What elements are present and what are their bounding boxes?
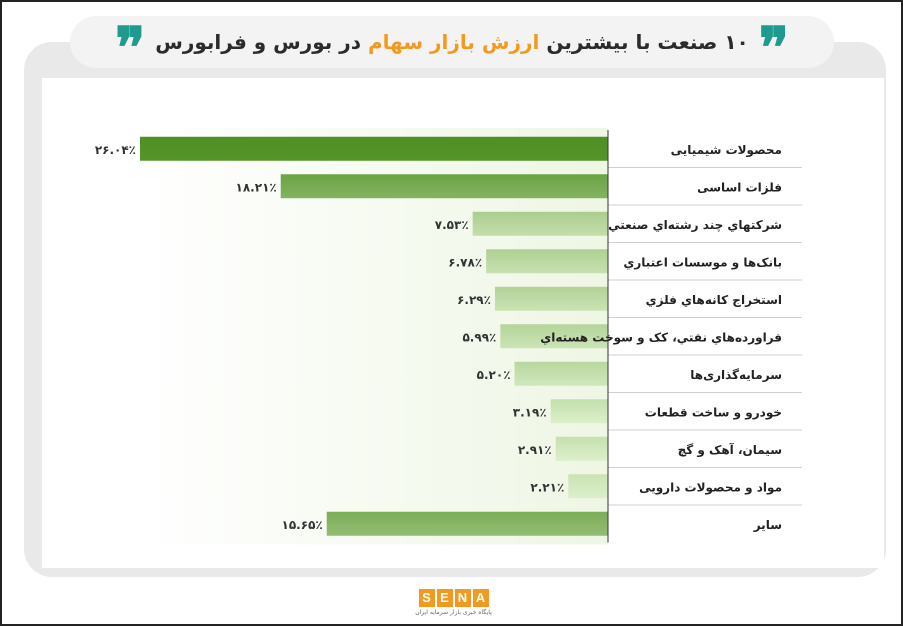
footer: S E N A پایگاه خبری بازار سرمایه ایران <box>2 577 903 627</box>
data-label: ۵.۹۹٪ <box>462 330 496 344</box>
data-label: ۳.۱۹٪ <box>513 405 547 419</box>
data-label: ۱۸.۲۱٪ <box>236 180 277 194</box>
logo-letter: A <box>472 588 489 607</box>
bar <box>280 174 608 199</box>
bar <box>472 211 608 236</box>
sena-logo: S E N A <box>418 588 489 607</box>
logo-letter: E <box>436 588 453 607</box>
bar <box>555 436 608 461</box>
logo-subtitle: پایگاه خبری بازار سرمایه ایران <box>415 608 492 616</box>
logo-letter: S <box>418 588 435 607</box>
category-label: استخراج کانه‌هاي فلزي <box>646 293 782 307</box>
category-label: خودرو و ساخت قطعات <box>645 405 782 420</box>
data-label: ۲۶.۰۴٪ <box>95 143 136 157</box>
bar <box>494 286 608 311</box>
data-label: ۶.۷۸٪ <box>448 255 482 269</box>
category-label: مواد و محصولات دارویی <box>639 480 782 495</box>
data-label: ۲.۲۱٪ <box>530 480 564 494</box>
bar <box>500 324 608 349</box>
bar <box>514 361 608 386</box>
title-suffix: در بورس و فرابورس <box>155 30 369 54</box>
bar <box>568 474 608 499</box>
data-label: ۲.۹۱٪ <box>518 443 552 457</box>
category-label: سیمان، آهک و گچ <box>678 442 782 458</box>
title-highlight: ارزش بازار سهام <box>368 30 540 54</box>
data-label: ۱۵.۶۵٪ <box>282 518 323 532</box>
logo-letter: N <box>454 588 471 607</box>
bar <box>486 249 608 274</box>
category-label: سایر <box>753 518 782 532</box>
category-label: بانک‌ها و موسسات اعتباري <box>623 255 782 270</box>
data-label: ۷.۵۳٪ <box>435 218 469 232</box>
category-label: فراورده‌هاي نفتي، کک و سوخت هسته‌اي <box>540 330 782 345</box>
bar <box>550 399 608 424</box>
bar <box>140 136 608 161</box>
bar <box>326 511 608 536</box>
title-prefix: ۱۰ صنعت با بیشترین <box>539 30 749 54</box>
quote-icon-left: ❞ <box>115 20 146 64</box>
chart-title: ۱۰ صنعت با بیشترین ارزش بازار سهام در بو… <box>155 30 749 54</box>
header-banner: ❞ ۱۰ صنعت با بیشترین ارزش بازار سهام در … <box>70 16 834 68</box>
quote-icon-right: ❞ <box>758 20 789 64</box>
bar-chart: ۲۶.۰۴٪ محصولات شیمیایی ۱۸.۲۱٪ فلزات اساسی ۷.… <box>95 128 802 545</box>
data-label: ۶.۲۹٪ <box>457 293 491 307</box>
category-label: شرکتهاي چند رشته‌اي صنعتي <box>608 218 782 232</box>
category-label: محصولات شیمیایی <box>671 143 782 158</box>
category-label: سرمایه‌گذاری‌ها <box>690 368 782 382</box>
chart-area: ۲۶.۰۴٪ محصولات شیمیایی ۱۸.۲۱٪ فلزات اساسی ۷.… <box>42 78 884 568</box>
data-label: ۵.۲۰٪ <box>477 368 511 382</box>
category-label: فلزات اساسی <box>697 180 782 194</box>
